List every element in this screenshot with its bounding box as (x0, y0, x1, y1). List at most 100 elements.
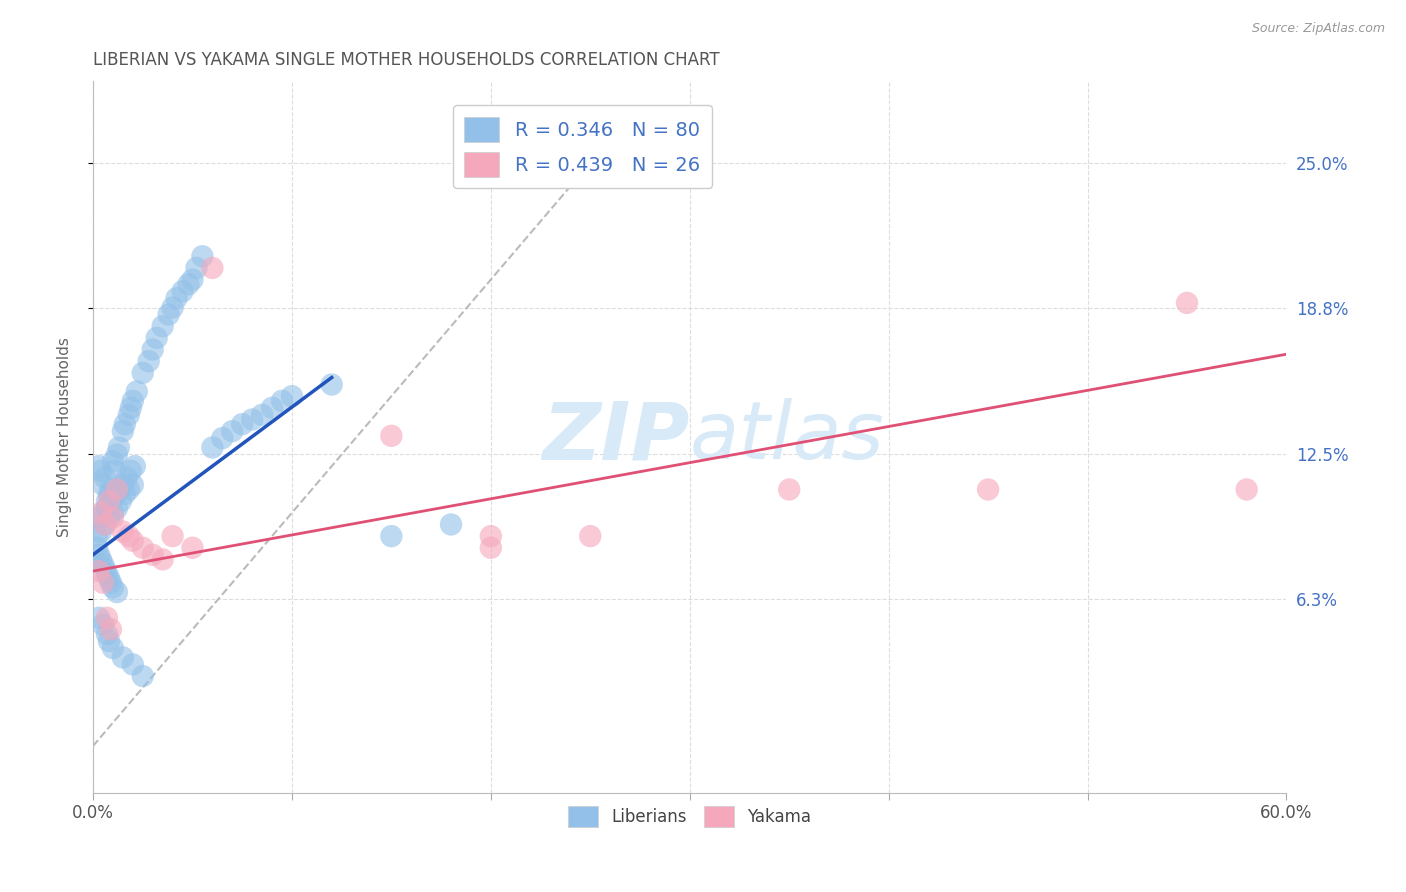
Point (91, 617, 114, 632)
Point (97, 571, 120, 585)
Point (172, 285, 194, 299)
Point (105, 483, 128, 497)
Text: LIBERIAN VS YAKAMA SINGLE MOTHER HOUSEHOLDS CORRELATION CHART: LIBERIAN VS YAKAMA SINGLE MOTHER HOUSEHO… (93, 51, 720, 69)
Point (91, 478, 114, 492)
Point (152, 552, 174, 566)
Point (152, 319, 174, 334)
Point (118, 408, 141, 422)
Point (96, 611, 118, 625)
Point (240, 412, 263, 426)
Point (124, 459, 146, 474)
Point (90, 506, 112, 520)
Point (231, 417, 253, 432)
Point (142, 343, 165, 357)
Point (162, 301, 184, 315)
Point (110, 494, 132, 508)
Point (87, 564, 110, 578)
Point (142, 548, 165, 562)
Point (105, 585, 128, 599)
Point (1236, 483, 1258, 497)
Point (100, 623, 122, 637)
Point (94, 471, 117, 485)
Point (181, 272, 204, 286)
Point (321, 377, 343, 392)
Point (108, 483, 131, 497)
Point (111, 478, 134, 492)
Point (104, 487, 127, 501)
Point (90, 464, 112, 478)
Point (479, 541, 502, 555)
Point (115, 471, 138, 485)
Point (157, 308, 180, 322)
Point (108, 441, 131, 455)
Point (101, 581, 124, 595)
Point (91, 575, 114, 590)
Point (111, 650, 134, 665)
Point (87, 548, 110, 562)
Point (221, 424, 243, 438)
Point (121, 533, 143, 548)
Point (380, 529, 402, 543)
Point (114, 417, 136, 432)
Text: Source: ZipAtlas.com: Source: ZipAtlas.com (1251, 22, 1385, 36)
Point (1175, 296, 1198, 310)
Point (97, 510, 120, 524)
Point (94, 517, 117, 532)
Point (162, 529, 184, 543)
Point (86, 541, 108, 555)
Point (96, 627, 118, 641)
Point (90, 524, 112, 539)
Point (186, 260, 208, 275)
Point (479, 529, 502, 543)
Point (100, 494, 122, 508)
Point (440, 517, 463, 532)
Point (281, 389, 304, 403)
Point (132, 541, 155, 555)
Point (250, 408, 273, 422)
Point (101, 641, 124, 656)
Point (579, 529, 602, 543)
Legend: Liberians, Yakama: Liberians, Yakama (561, 799, 818, 834)
Point (101, 506, 124, 520)
Point (111, 424, 134, 438)
Point (111, 524, 134, 539)
Point (191, 249, 214, 263)
Point (201, 441, 224, 455)
Point (118, 483, 141, 497)
Point (260, 401, 283, 415)
Text: ZIP: ZIP (543, 398, 690, 476)
Point (977, 483, 1000, 497)
Point (778, 483, 800, 497)
Point (86, 529, 108, 543)
Point (181, 541, 204, 555)
Point (90, 552, 112, 566)
Point (94, 517, 117, 532)
Point (166, 291, 188, 305)
Point (125, 384, 148, 399)
Point (91, 557, 114, 571)
Point (211, 431, 233, 445)
Point (120, 464, 142, 478)
Point (105, 501, 128, 516)
Point (91, 506, 114, 520)
Point (132, 669, 155, 683)
Point (87, 459, 110, 474)
Point (121, 657, 143, 672)
Point (101, 510, 124, 524)
Point (97, 487, 120, 501)
Point (120, 401, 142, 415)
Point (101, 454, 124, 468)
Point (87, 510, 110, 524)
Point (138, 354, 160, 368)
Point (145, 331, 167, 345)
Y-axis label: Single Mother Households: Single Mother Households (58, 337, 72, 537)
Point (121, 478, 143, 492)
Point (96, 566, 118, 581)
Point (100, 483, 122, 497)
Point (94, 562, 117, 576)
Point (104, 464, 127, 478)
Point (201, 260, 224, 275)
Point (87, 611, 110, 625)
Point (271, 393, 294, 408)
Point (380, 429, 402, 443)
